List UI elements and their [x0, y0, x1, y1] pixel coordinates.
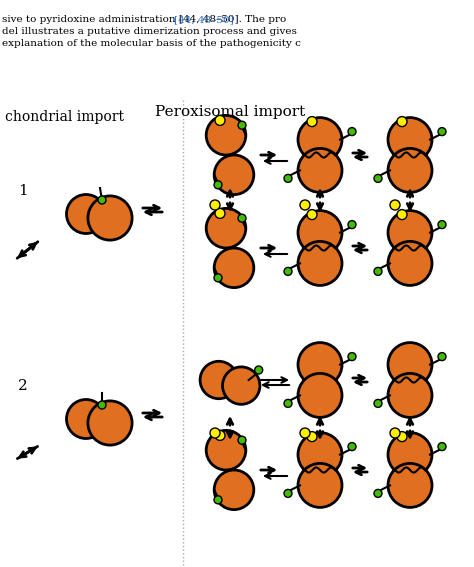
- Text: del illustrates a putative dimerization process and gives: del illustrates a putative dimerization …: [2, 27, 297, 36]
- Circle shape: [298, 242, 342, 285]
- Circle shape: [66, 194, 106, 234]
- Circle shape: [388, 342, 432, 387]
- Circle shape: [374, 399, 382, 408]
- Circle shape: [238, 214, 246, 222]
- Circle shape: [214, 496, 222, 504]
- Circle shape: [374, 489, 382, 497]
- Text: Peroxisomal import: Peroxisomal import: [155, 105, 305, 119]
- Circle shape: [388, 463, 432, 507]
- Circle shape: [298, 117, 342, 162]
- Circle shape: [438, 128, 446, 136]
- Circle shape: [98, 196, 106, 204]
- Circle shape: [348, 443, 356, 451]
- Circle shape: [388, 242, 432, 285]
- Circle shape: [255, 366, 263, 374]
- Circle shape: [438, 353, 446, 361]
- Circle shape: [438, 443, 446, 451]
- Circle shape: [390, 200, 400, 210]
- Circle shape: [307, 210, 317, 219]
- Circle shape: [348, 353, 356, 361]
- Circle shape: [222, 367, 260, 404]
- Text: sive to pyridoxine administration [44, 48–50]. The pro: sive to pyridoxine administration [44, 4…: [2, 15, 286, 24]
- Circle shape: [374, 268, 382, 276]
- Circle shape: [284, 399, 292, 408]
- Circle shape: [215, 430, 225, 441]
- Circle shape: [300, 428, 310, 438]
- Circle shape: [214, 181, 222, 189]
- Circle shape: [298, 149, 342, 192]
- Circle shape: [300, 200, 310, 210]
- Circle shape: [298, 433, 342, 477]
- Circle shape: [88, 401, 132, 445]
- Circle shape: [388, 117, 432, 162]
- Circle shape: [206, 430, 246, 470]
- Circle shape: [214, 274, 222, 282]
- Circle shape: [374, 175, 382, 183]
- Text: 1: 1: [18, 184, 28, 198]
- Circle shape: [397, 117, 407, 126]
- Circle shape: [298, 342, 342, 387]
- Circle shape: [284, 175, 292, 183]
- Circle shape: [88, 196, 132, 240]
- Circle shape: [200, 361, 237, 399]
- Circle shape: [214, 248, 254, 287]
- Circle shape: [98, 401, 106, 409]
- Circle shape: [388, 149, 432, 192]
- Circle shape: [348, 128, 356, 136]
- Circle shape: [66, 400, 106, 438]
- Circle shape: [438, 221, 446, 229]
- Circle shape: [215, 209, 225, 218]
- Circle shape: [298, 210, 342, 255]
- Circle shape: [397, 431, 407, 442]
- Circle shape: [348, 221, 356, 229]
- Circle shape: [284, 268, 292, 276]
- Circle shape: [307, 431, 317, 442]
- Circle shape: [284, 489, 292, 497]
- Text: chondrial import: chondrial import: [5, 110, 124, 124]
- Text: [44, 48–50]: [44, 48–50]: [174, 15, 234, 24]
- Circle shape: [238, 121, 246, 129]
- Circle shape: [298, 374, 342, 417]
- Circle shape: [214, 155, 254, 194]
- Circle shape: [298, 463, 342, 507]
- Circle shape: [206, 116, 246, 155]
- Circle shape: [206, 209, 246, 248]
- Circle shape: [388, 433, 432, 477]
- Circle shape: [307, 117, 317, 126]
- Text: explanation of the molecular basis of the pathogenicity c: explanation of the molecular basis of th…: [2, 39, 301, 48]
- Circle shape: [388, 210, 432, 255]
- Circle shape: [214, 470, 254, 510]
- Circle shape: [210, 200, 220, 210]
- Circle shape: [388, 374, 432, 417]
- Circle shape: [215, 116, 225, 125]
- Circle shape: [397, 210, 407, 219]
- Circle shape: [210, 428, 220, 438]
- Circle shape: [390, 428, 400, 438]
- Text: 2: 2: [18, 379, 28, 393]
- Circle shape: [238, 436, 246, 444]
